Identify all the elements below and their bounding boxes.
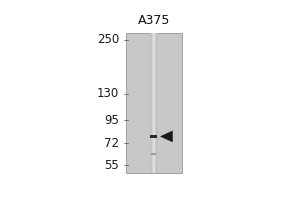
Text: 72: 72 xyxy=(104,137,119,150)
Polygon shape xyxy=(160,131,173,142)
Text: 130: 130 xyxy=(97,87,119,100)
Text: 250: 250 xyxy=(97,33,119,46)
Bar xyxy=(150,135,157,138)
Bar xyxy=(126,33,182,173)
Bar xyxy=(151,153,157,155)
Text: A375: A375 xyxy=(138,14,170,27)
Text: 95: 95 xyxy=(104,114,119,127)
Text: 55: 55 xyxy=(104,159,119,172)
